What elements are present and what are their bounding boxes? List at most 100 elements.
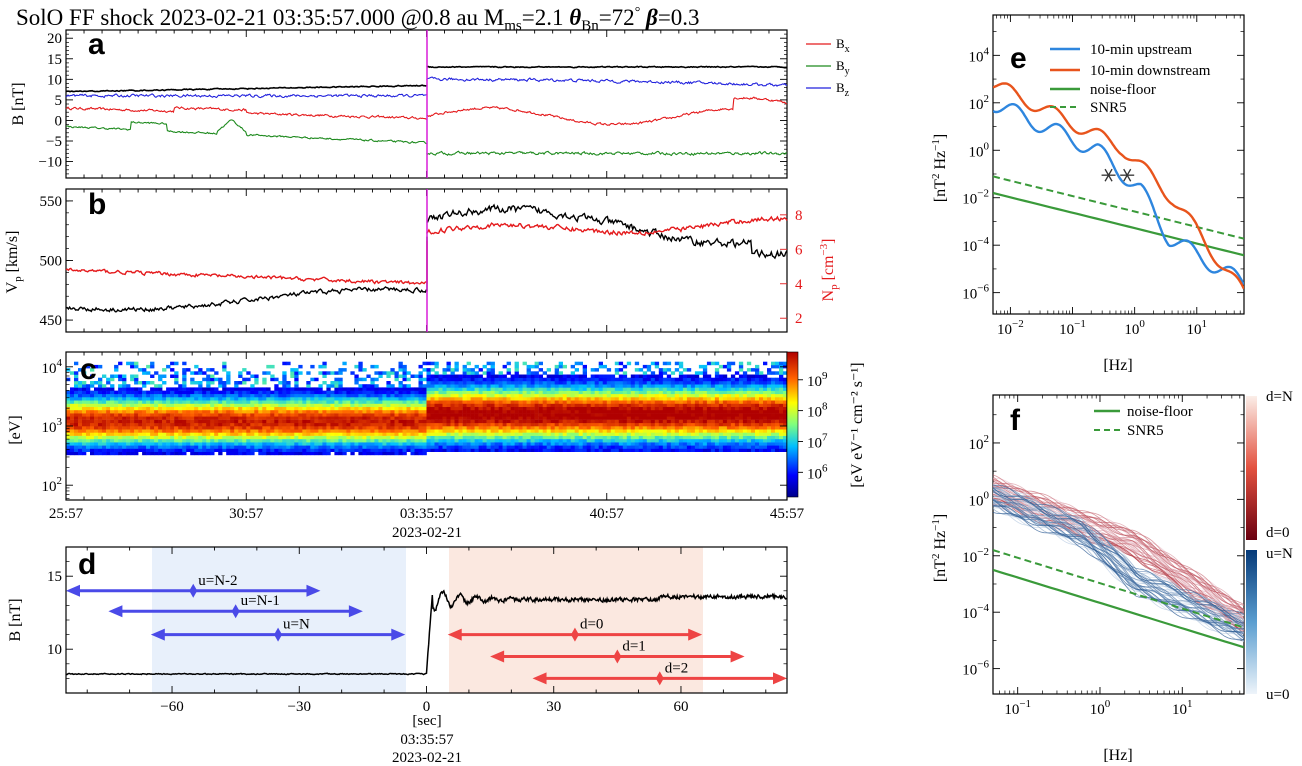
- spectrogram-cell: [658, 384, 664, 388]
- spectrogram-cell: [678, 442, 684, 446]
- spectrogram-cell: [318, 445, 323, 449]
- spectrogram-cell: [622, 416, 628, 420]
- spectrogram-cell: [518, 374, 523, 378]
- spectrogram-cell: [622, 435, 628, 440]
- spectrogram-cell: [626, 377, 632, 382]
- spectrogram-cell: [254, 390, 259, 395]
- spectrogram-cell: [783, 361, 788, 366]
- spectrogram-cell: [206, 400, 211, 404]
- spectrogram-cell: [446, 429, 451, 433]
- spectrogram-cell: [194, 390, 199, 395]
- spectrogram-cell: [502, 374, 507, 378]
- spectrogram-cell: [678, 371, 684, 375]
- spectrogram-cell: [642, 397, 648, 401]
- spectrogram-cell: [386, 419, 391, 424]
- spectrogram-cell: [718, 403, 724, 407]
- series-bmag-line: [426, 65, 788, 69]
- spectrogram-cell: [110, 403, 115, 407]
- spectrogram-cell: [446, 377, 451, 382]
- spectrogram-cell: [642, 426, 648, 430]
- spectrogram-cell: [338, 432, 343, 436]
- spectrogram-cell: [330, 381, 335, 385]
- spectrogram-cell: [258, 419, 263, 424]
- spectrogram-cell: [366, 445, 371, 449]
- spectrogram-cell: [382, 409, 387, 414]
- spectrogram-cell: [90, 393, 95, 398]
- spectrogram-cell: [582, 438, 587, 443]
- spectrogram-cell: [130, 393, 135, 398]
- spectrogram-cell: [610, 409, 616, 414]
- spectrogram-cell: [446, 361, 451, 366]
- spectrogram-cell: [466, 406, 471, 411]
- spectrogram-cell: [110, 400, 115, 404]
- spectrogram-cell: [767, 390, 772, 395]
- spectrogram-cell: [562, 432, 567, 436]
- spectrogram-cell: [370, 442, 375, 446]
- spectrogram-cell: [166, 393, 171, 398]
- spectrogram-cell: [142, 409, 147, 414]
- spectrogram-cell: [654, 364, 660, 369]
- spectrogram-cell: [574, 400, 579, 404]
- spectrogram-cell: [522, 400, 527, 404]
- spectrogram-cell: [466, 416, 471, 420]
- spectrogram-cell: [458, 429, 463, 433]
- spectrogram-cell: [382, 406, 387, 411]
- spectrogram-cell: [302, 387, 307, 391]
- spectrogram-cell: [630, 406, 636, 411]
- spectrogram-cell: [771, 393, 776, 398]
- spectrogram-cell: [470, 429, 475, 433]
- spectrogram-cell: [250, 419, 255, 424]
- spectrogram-cell: [670, 400, 676, 404]
- spectrogram-cell: [767, 448, 772, 452]
- spectrogram-cell: [638, 429, 644, 433]
- spectrogram-cell: [254, 403, 259, 407]
- spectrogram-cell: [210, 435, 215, 440]
- spectrogram-cell: [218, 406, 223, 411]
- spectrogram-cell: [602, 442, 607, 446]
- spectrogram-cell: [334, 406, 339, 411]
- spectrogram-cell: [230, 432, 235, 436]
- spectrogram-cell: [134, 374, 139, 378]
- spectrogram-cell: [602, 448, 607, 452]
- spectrogram-cell: [759, 413, 764, 417]
- spectrogram-cell: [318, 403, 323, 407]
- spectrogram-cell: [202, 393, 207, 398]
- spectrogram-cell: [546, 435, 551, 440]
- spectrogram-cell: [246, 403, 251, 407]
- spectrogram-cell: [690, 403, 696, 407]
- spectrogram-cell: [746, 422, 752, 427]
- spectrogram-cell: [442, 384, 447, 388]
- spectrogram-cell: [322, 397, 327, 401]
- spectrogram-cell: [454, 438, 459, 443]
- spectrogram-cell: [238, 387, 243, 391]
- spectrogram-cell: [562, 422, 567, 427]
- spectrogram-cell: [518, 390, 523, 395]
- spectrogram-cell: [466, 393, 471, 398]
- spectrogram-cell: [234, 445, 239, 449]
- spectrogram-cell: [538, 422, 543, 427]
- spectrogram-cell: [526, 442, 531, 446]
- spectrogram-cell: [314, 429, 319, 433]
- spectrogram-cell: [702, 368, 708, 372]
- spectrogram-cell: [254, 422, 259, 427]
- spectrogram-cell: [154, 445, 159, 449]
- spectrogram-cell: [122, 429, 127, 433]
- spectrogram-cell: [178, 384, 183, 388]
- spectrogram-cell: [366, 451, 371, 456]
- spectrogram-cell: [670, 426, 676, 430]
- spectrogram-cell: [182, 426, 187, 430]
- spectrogram-cell: [170, 413, 175, 417]
- spectrogram-cell: [406, 448, 411, 452]
- spectrogram-cell: [674, 400, 680, 404]
- spectrogram-cell: [718, 445, 724, 449]
- spectrogram-cell: [246, 445, 251, 449]
- spectrogram-cell: [730, 432, 736, 436]
- spectrogram-cell: [326, 390, 331, 395]
- spectrogram-cell: [634, 445, 640, 449]
- spectrogram-cell: [618, 384, 624, 388]
- spectrogram-cell: [102, 403, 107, 407]
- spectrogram-cell: [558, 387, 563, 391]
- spectrogram-cell: [706, 419, 712, 424]
- spectrogram-cell: [318, 400, 323, 404]
